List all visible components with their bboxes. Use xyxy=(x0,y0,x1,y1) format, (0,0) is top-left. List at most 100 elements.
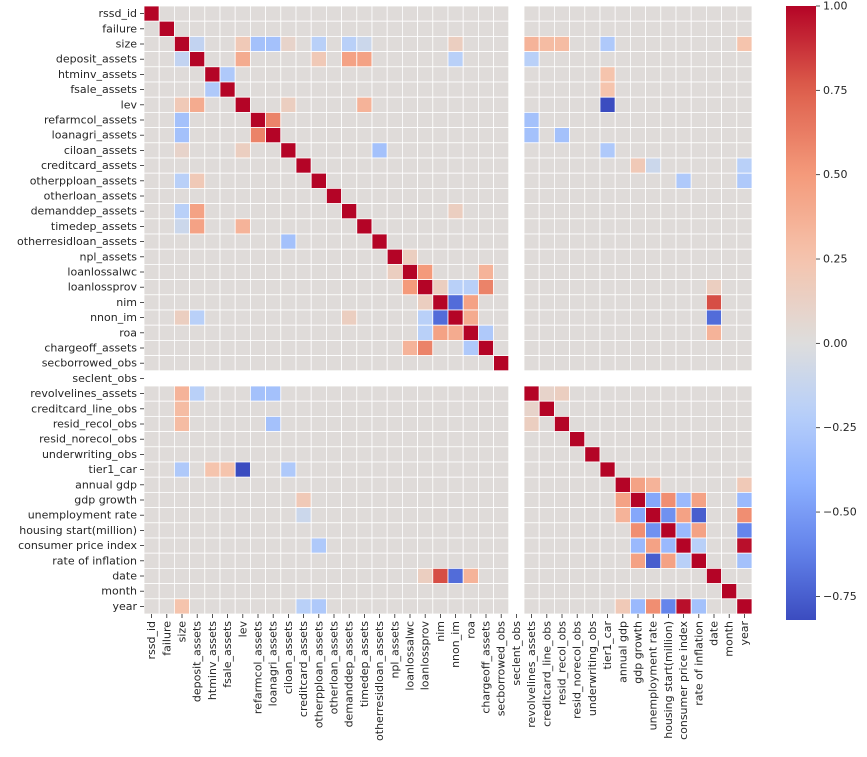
heatmap-cell xyxy=(295,112,312,129)
heatmap-cell xyxy=(219,385,236,402)
heatmap-cell xyxy=(538,324,555,341)
heatmap-cell xyxy=(143,431,160,448)
heatmap-cell xyxy=(584,476,601,493)
heatmap-cell xyxy=(477,309,494,326)
y-tick-label: loanlossalwc xyxy=(67,266,137,279)
heatmap-cell xyxy=(173,112,190,129)
heatmap-cell xyxy=(721,339,738,356)
heatmap-cell xyxy=(189,112,206,129)
heatmap-cell xyxy=(219,491,236,508)
heatmap-cell xyxy=(432,187,449,204)
heatmap-cell xyxy=(721,491,738,508)
heatmap-cell xyxy=(310,279,327,296)
heatmap-cell xyxy=(721,355,738,372)
heatmap-cell xyxy=(417,142,434,159)
heatmap-cell xyxy=(265,491,282,508)
heatmap-cell xyxy=(660,370,677,387)
heatmap-cell xyxy=(447,491,464,508)
heatmap-cell xyxy=(554,461,571,478)
heatmap-cell xyxy=(690,583,707,600)
heatmap-cell xyxy=(143,279,160,296)
heatmap-cell xyxy=(599,461,616,478)
heatmap-cell xyxy=(477,157,494,174)
heatmap-cell xyxy=(386,476,403,493)
heatmap-cell xyxy=(508,279,525,296)
heatmap-cell xyxy=(477,522,494,539)
x-tick-label: seclent_obs xyxy=(510,621,523,686)
heatmap-cell xyxy=(569,294,586,311)
heatmap-cell xyxy=(462,279,479,296)
heatmap-cell xyxy=(447,279,464,296)
heatmap-cell xyxy=(523,157,540,174)
heatmap-cell xyxy=(477,218,494,235)
heatmap-cell xyxy=(447,583,464,600)
heatmap-cell xyxy=(158,461,175,478)
heatmap-cell xyxy=(645,36,662,53)
colorbar-tick-label: 0.75 xyxy=(823,84,848,97)
heatmap-cell xyxy=(371,157,388,174)
heatmap-cell xyxy=(189,385,206,402)
heatmap-cell xyxy=(660,20,677,37)
heatmap-cell xyxy=(249,537,266,554)
heatmap-cell xyxy=(158,142,175,159)
heatmap-cell xyxy=(508,142,525,159)
heatmap-cell xyxy=(690,370,707,387)
heatmap-cell xyxy=(477,279,494,296)
heatmap-cell xyxy=(660,248,677,265)
heatmap-cell xyxy=(189,248,206,265)
heatmap-cell xyxy=(158,537,175,554)
heatmap-cell xyxy=(325,36,342,53)
heatmap-cell xyxy=(493,127,510,144)
heatmap-cell xyxy=(234,127,251,144)
heatmap-cell xyxy=(356,568,373,585)
heatmap-cell xyxy=(554,5,571,22)
heatmap-cell xyxy=(721,568,738,585)
heatmap-cell xyxy=(371,142,388,159)
heatmap-cell xyxy=(477,324,494,341)
x-tick-label: unemployment rate xyxy=(647,621,660,731)
heatmap-cell xyxy=(249,233,266,250)
x-tick-label: demanddep_assets xyxy=(343,621,356,728)
heatmap-cell xyxy=(204,415,221,432)
heatmap-cell xyxy=(265,552,282,569)
heatmap-cell xyxy=(493,203,510,220)
heatmap-cell xyxy=(173,51,190,68)
heatmap-cell xyxy=(736,476,753,493)
heatmap-cell xyxy=(736,370,753,387)
heatmap-cell xyxy=(645,355,662,372)
heatmap-cell xyxy=(477,355,494,372)
heatmap-cell xyxy=(599,339,616,356)
heatmap-cell xyxy=(569,446,586,463)
heatmap-cell xyxy=(706,203,723,220)
heatmap-cell xyxy=(401,370,418,387)
heatmap-cell xyxy=(325,537,342,554)
heatmap-cell xyxy=(158,476,175,493)
heatmap-cell xyxy=(371,491,388,508)
heatmap-cell xyxy=(538,218,555,235)
heatmap-cell xyxy=(675,598,692,615)
heatmap-cell xyxy=(462,294,479,311)
heatmap-cell xyxy=(234,476,251,493)
heatmap-cell xyxy=(645,507,662,524)
heatmap-cell xyxy=(508,583,525,600)
heatmap-cell xyxy=(249,5,266,22)
heatmap-cell xyxy=(325,20,342,37)
heatmap-cell xyxy=(219,507,236,524)
heatmap-cell xyxy=(584,355,601,372)
heatmap-cell xyxy=(675,142,692,159)
y-tick-label: timedep_assets xyxy=(51,220,137,233)
heatmap-cell xyxy=(736,142,753,159)
heatmap-cell xyxy=(599,66,616,83)
heatmap-cell xyxy=(189,218,206,235)
heatmap-cell xyxy=(538,431,555,448)
heatmap-cell xyxy=(173,476,190,493)
heatmap-cell xyxy=(599,400,616,417)
heatmap-cell xyxy=(249,157,266,174)
x-tick-label: date xyxy=(708,621,721,646)
heatmap-cell xyxy=(599,446,616,463)
heatmap-cell xyxy=(477,96,494,113)
heatmap-cell xyxy=(417,81,434,98)
heatmap-cell xyxy=(736,400,753,417)
heatmap-cell xyxy=(280,263,297,280)
heatmap-cell xyxy=(675,20,692,37)
